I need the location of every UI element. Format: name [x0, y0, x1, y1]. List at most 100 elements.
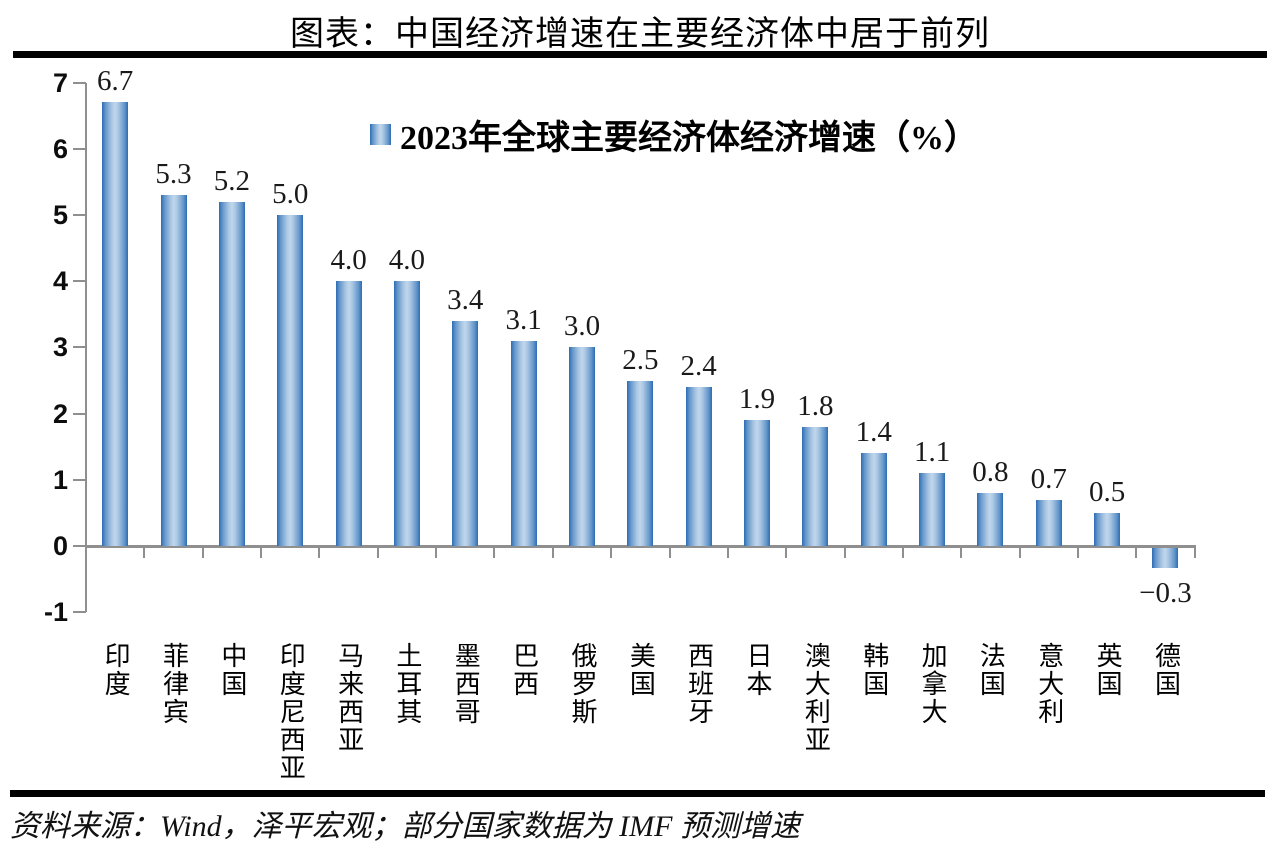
bar-法国	[977, 493, 1004, 546]
y-axis-tick	[73, 545, 86, 547]
category-label: 韩国	[859, 642, 889, 698]
y-axis-tick	[73, 214, 86, 216]
x-axis-tick	[1076, 548, 1079, 558]
x-axis-tick	[960, 548, 963, 558]
y-axis-tick	[73, 81, 86, 84]
value-label: 1.9	[738, 383, 776, 416]
x-axis-tick	[260, 548, 263, 558]
x-axis-tick	[785, 548, 788, 558]
value-label: 0.5	[1089, 475, 1126, 508]
x-axis-tick	[551, 548, 554, 558]
value-label: 3.1	[505, 303, 542, 336]
bar-印度	[102, 102, 129, 546]
category-label: 加拿大	[918, 642, 948, 726]
bar-韩国	[860, 453, 887, 546]
bar-巴西	[510, 340, 537, 546]
x-axis-tick	[610, 548, 613, 558]
x-axis-tick	[668, 548, 671, 558]
y-axis-label: 3	[52, 332, 68, 363]
x-axis-tick	[493, 548, 496, 558]
bar-美国	[627, 380, 654, 546]
bar-墨西哥	[452, 320, 479, 546]
y-axis-line	[85, 82, 87, 613]
value-label: 1.4	[855, 416, 892, 449]
bar-澳大利亚	[802, 426, 829, 546]
x-axis-tick	[435, 548, 438, 558]
y-axis-label: 1	[52, 464, 68, 495]
bar-马来西亚	[335, 281, 362, 546]
bar-印度尼西亚	[277, 215, 304, 546]
value-label: 3.0	[563, 310, 601, 343]
category-label: 印度	[101, 642, 131, 698]
bar-德国	[1152, 548, 1179, 568]
value-label: 0.7	[1030, 462, 1067, 495]
value-label: 3.4	[447, 283, 484, 316]
chart-legend: 2023年全球主要经济体经济增速（%）	[370, 110, 978, 159]
y-axis-tick	[73, 147, 86, 150]
category-label: 英国	[1093, 642, 1123, 698]
value-label: 5.0	[272, 178, 309, 210]
value-label: 4.0	[330, 244, 367, 277]
bar-西班牙	[685, 387, 712, 546]
x-axis-tick	[318, 548, 321, 558]
y-axis-label: 7	[52, 67, 68, 98]
bar-俄罗斯	[568, 347, 595, 546]
category-label: 巴西	[509, 642, 539, 698]
y-axis-tick	[73, 478, 86, 481]
y-axis-label: 0	[52, 531, 68, 561]
x-axis-tick	[143, 548, 146, 558]
category-label: 法国	[976, 642, 1006, 698]
bar-chart: 7 6 5 4 3 2 1 0 -1 6.7 印度 5.3 菲律宾 5.2 中国 5.0 印度尼西亚 4.0 马来西…	[43, 65, 1196, 782]
value-label: 5.3	[155, 158, 192, 191]
bar-菲律宾	[160, 195, 187, 546]
y-axis-label: 4	[52, 266, 68, 297]
x-axis-tick	[726, 548, 729, 558]
x-axis-tick	[843, 548, 846, 558]
value-label: −0.3	[1139, 576, 1192, 609]
y-axis-label: 2	[52, 398, 68, 429]
chart-title: 图表：中国经济增速在主要经济体中居于前列	[290, 16, 990, 53]
category-label: 澳大利亚	[801, 642, 831, 754]
category-label: 西班牙	[684, 642, 714, 726]
x-axis-tick	[376, 548, 379, 558]
category-label: 俄罗斯	[567, 642, 597, 726]
category-label: 中国	[217, 642, 247, 698]
value-label: 2.4	[680, 350, 717, 383]
y-axis-label: -1	[43, 597, 68, 628]
x-axis-tick	[1018, 548, 1021, 558]
top-divider	[13, 51, 1267, 58]
y-axis-tick	[73, 611, 86, 614]
value-label: 4.0	[388, 244, 426, 277]
bar-意大利	[1035, 499, 1062, 546]
category-label: 美国	[626, 642, 656, 698]
bar-土耳其	[393, 281, 420, 546]
bar-日本	[744, 420, 771, 546]
y-axis-label: 5	[52, 200, 68, 230]
x-axis-tick	[201, 548, 204, 558]
x-axis-tick	[1135, 548, 1138, 558]
value-label: 6.7	[97, 65, 134, 98]
bottom-divider	[10, 790, 1265, 797]
value-label: 1.8	[797, 389, 834, 422]
category-label: 墨西哥	[451, 642, 481, 726]
y-axis-label: 6	[52, 133, 68, 164]
bar-英国	[1094, 512, 1121, 546]
legend-label: 2023年全球主要经济体经济增速（%）	[400, 120, 978, 157]
category-label: 土耳其	[392, 642, 422, 726]
legend-swatch-icon	[370, 124, 391, 145]
category-label: 意大利	[1034, 642, 1064, 726]
category-label: 日本	[743, 642, 773, 698]
bar-加拿大	[919, 473, 946, 546]
source-note: 资料来源：Wind，泽平宏观；部分国家数据为 IMF 预测增速	[10, 810, 800, 843]
category-label: 菲律宾	[159, 642, 189, 726]
value-label: 5.2	[213, 164, 250, 197]
category-label: 印度尼西亚	[276, 642, 306, 782]
category-label: 马来西亚	[334, 642, 364, 754]
y-axis-tick	[73, 346, 86, 349]
x-axis-line	[85, 545, 1196, 548]
x-axis-tick	[901, 548, 904, 558]
category-label: 德国	[1151, 642, 1181, 698]
y-axis-tick	[73, 280, 86, 283]
y-axis-tick	[73, 412, 86, 415]
